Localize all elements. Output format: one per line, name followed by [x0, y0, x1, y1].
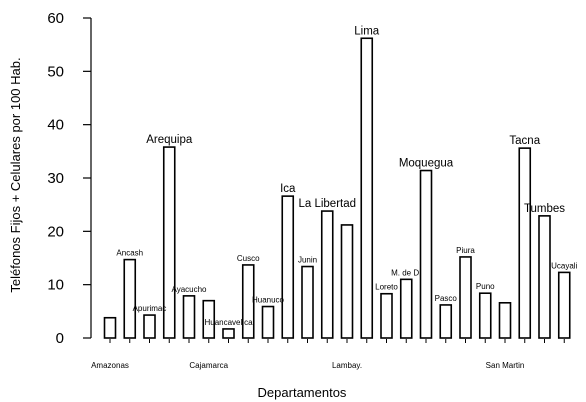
bar-label: Ayacucho	[172, 285, 208, 294]
bar	[281, 195, 295, 339]
bar	[103, 316, 117, 339]
bar-label: Moquegua	[399, 158, 454, 170]
bar-label: Lambay.	[332, 361, 362, 370]
y-tick-label: 40	[47, 117, 64, 134]
bar	[380, 292, 393, 339]
bar	[439, 304, 453, 339]
bar	[340, 224, 354, 339]
bar	[399, 278, 413, 339]
bar-label: Junin	[298, 256, 317, 265]
y-tick-label: 60	[47, 10, 64, 27]
bar	[143, 314, 156, 339]
bar	[162, 146, 176, 339]
x-axis-label: Departamentos	[258, 385, 347, 400]
bar	[202, 299, 216, 339]
bar-label: Lima	[354, 25, 380, 37]
bar-label: Huancavelica	[204, 318, 253, 327]
bar	[261, 305, 275, 339]
bar	[538, 215, 551, 339]
bar-label: San Martin	[486, 361, 525, 370]
bar	[498, 301, 512, 339]
bar-label: Arequipa	[146, 134, 193, 146]
bar-label: Huanuco	[252, 296, 285, 305]
bar	[360, 37, 374, 339]
bar-label: La Libertad	[298, 198, 356, 210]
bar	[478, 292, 492, 339]
bar-label: M. de D.	[391, 268, 421, 277]
bar-label: Piura	[456, 246, 475, 255]
bar	[182, 295, 196, 339]
bar	[557, 271, 571, 339]
bar	[320, 210, 334, 339]
bars	[103, 37, 571, 343]
y-tick-label: 0	[56, 330, 64, 347]
bar-label: Ancash	[116, 249, 143, 258]
bar	[222, 328, 235, 339]
bar	[419, 169, 433, 339]
bar-label: Ica	[280, 183, 296, 195]
bar-label: Pasco	[435, 294, 458, 303]
y-tick-label: 10	[47, 277, 64, 294]
bar-label: Cajamarca	[189, 361, 228, 370]
bar	[123, 258, 137, 339]
bar-label: Puno	[476, 282, 495, 291]
bar-label: Loreto	[375, 283, 398, 292]
bar-label: Tumbes	[524, 203, 565, 215]
bar-label: Tacna	[509, 135, 540, 147]
bar-label: Cusco	[237, 254, 260, 263]
bar-label: Apurimac	[133, 304, 167, 313]
y-tick-label: 50	[47, 63, 64, 80]
bar	[518, 147, 532, 339]
y-tick-label: 20	[47, 223, 64, 240]
bar-label: Amazonas	[91, 361, 129, 370]
y-axis-label: Teléfonos Fijos + Celulares por 100 Hab.	[8, 57, 23, 292]
bar	[459, 256, 472, 339]
bar-labels: Amazonas Ancash Apurimac Arequipa Ayacucho Ca…	[91, 25, 577, 370]
bar-label: Ucayali	[551, 261, 577, 270]
y-tick-label: 30	[47, 170, 64, 187]
y-axis: 0 10 20 30 40 50 60	[47, 10, 92, 347]
bar	[241, 264, 255, 339]
bar	[301, 265, 314, 339]
